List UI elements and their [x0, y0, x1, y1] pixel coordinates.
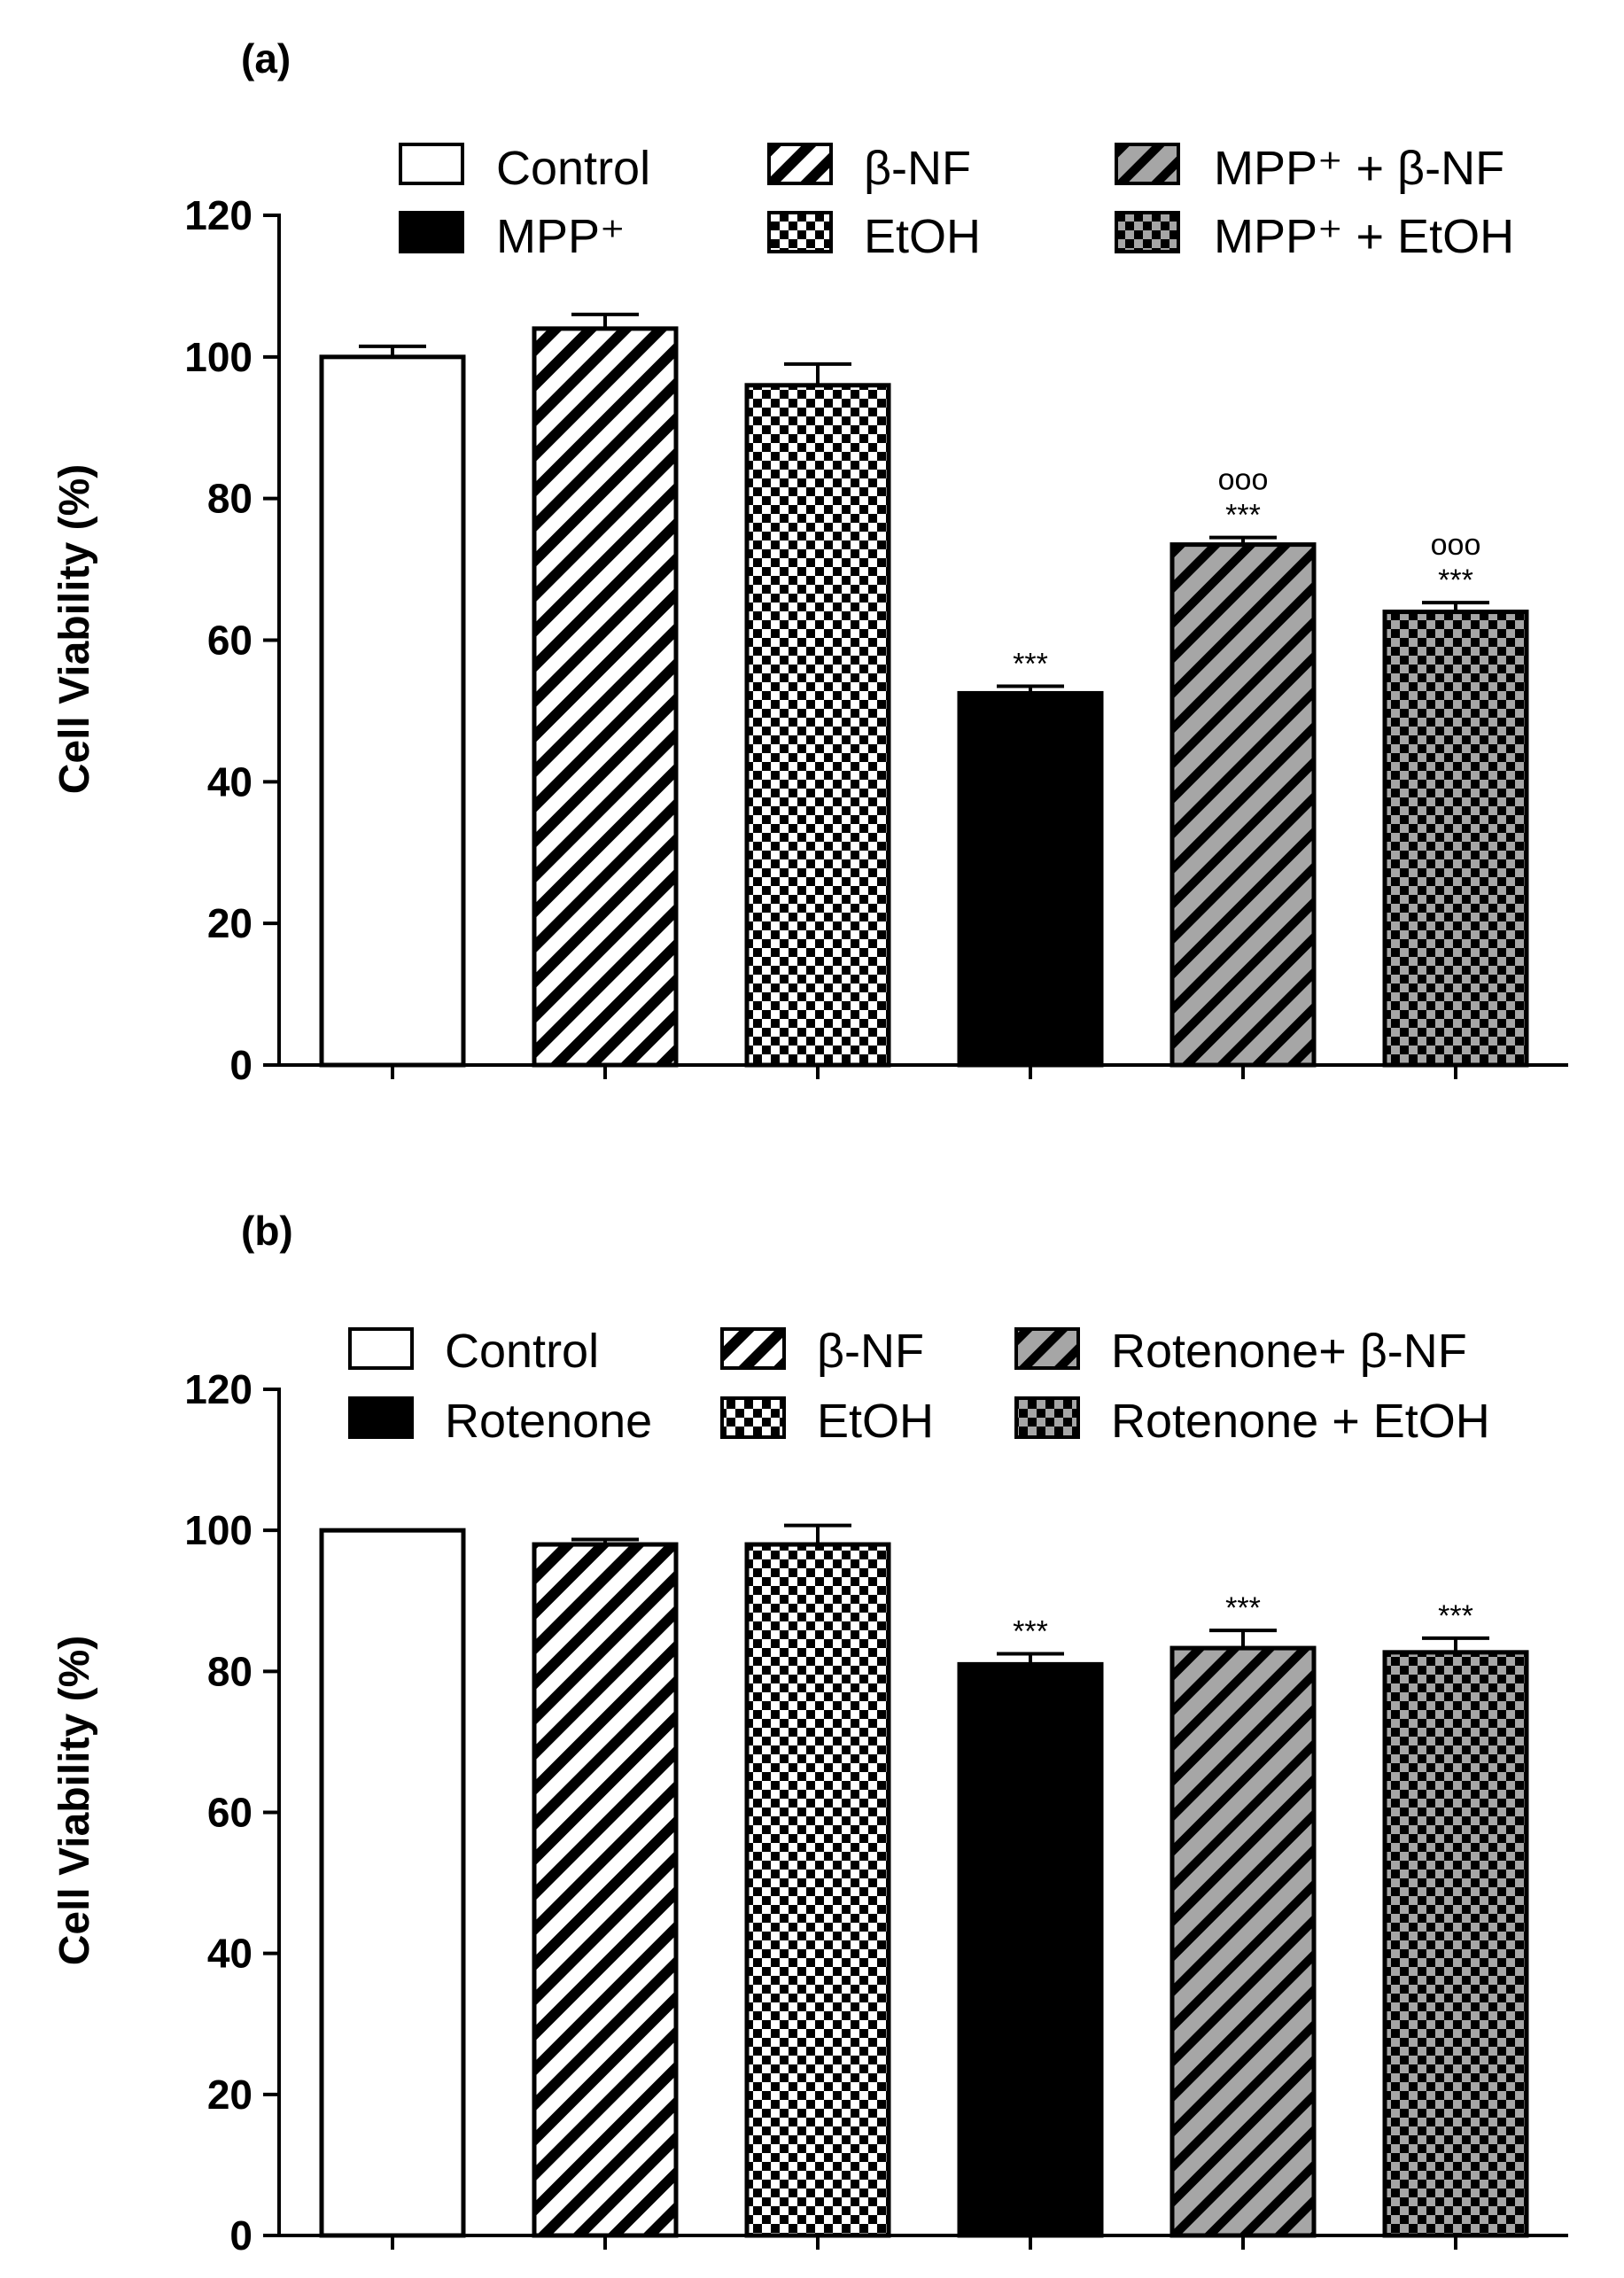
y-tick-label: 0 — [229, 2212, 253, 2259]
panel-label: (b) — [241, 1208, 293, 1254]
legend: Control MPP⁺ β-NF EtOH MPP⁺ + β-NF MPP⁺ … — [399, 142, 1514, 263]
bar — [532, 1542, 679, 2238]
y-tick-label: 60 — [207, 618, 253, 664]
legend-swatch — [767, 143, 833, 185]
significance-label: *** — [1225, 1591, 1261, 1625]
legend-swatch — [399, 211, 464, 253]
y-tick-label: 60 — [207, 1790, 253, 1836]
bar — [744, 1542, 891, 2238]
panel-label: (a) — [241, 35, 291, 82]
legend-swatch — [1014, 1327, 1080, 1370]
y-tick-label: 100 — [184, 1507, 253, 1553]
legend-label: Rotenone — [445, 1395, 652, 1448]
legend-swatch — [720, 1327, 786, 1370]
bar — [1382, 1650, 1529, 2238]
legend-item: β-NF — [720, 1325, 924, 1378]
legend-item: MPP⁺ + β-NF — [1115, 142, 1504, 195]
y-tick-label: 100 — [184, 334, 253, 380]
legend-swatch — [1014, 1396, 1080, 1439]
y-tick-label: 80 — [207, 1648, 253, 1694]
legend-item: EtOH — [767, 210, 981, 263]
legend-item: Rotenone + EtOH — [1014, 1395, 1490, 1448]
significance-label: *** — [1438, 564, 1473, 597]
y-tick-label: 40 — [207, 1931, 253, 1977]
legend-label: MPP⁺ + β-NF — [1214, 142, 1504, 195]
legend-item: MPP⁺ — [399, 210, 626, 263]
legend-item: EtOH — [720, 1395, 934, 1448]
legend-label: Control — [445, 1325, 599, 1378]
significance-label: *** — [1013, 1614, 1048, 1648]
y-axis-label: Cell Viability (%) — [51, 1636, 98, 1966]
legend-item: MPP⁺ + EtOH — [1115, 210, 1514, 263]
bar — [957, 1661, 1104, 2238]
legend-swatch — [720, 1396, 786, 1439]
significance-label: *** — [1438, 1599, 1473, 1633]
legend-item: β-NF — [767, 142, 971, 195]
legend-label: Rotenone+ β-NF — [1111, 1325, 1467, 1378]
y-tick-label: 20 — [207, 2072, 253, 2118]
bar — [532, 326, 679, 1068]
legend-swatch — [348, 1396, 414, 1439]
legend-label: MPP⁺ + EtOH — [1214, 210, 1514, 263]
y-tick-label: 120 — [184, 1366, 253, 1412]
legend-swatch — [767, 211, 833, 253]
legend-item: Control — [348, 1325, 599, 1378]
significance-label: ooo — [1431, 528, 1481, 562]
legend-swatch — [1115, 143, 1180, 185]
legend-item: Control — [399, 142, 650, 195]
bar — [744, 383, 891, 1068]
legend-swatch — [1115, 211, 1180, 253]
legend-label: MPP⁺ — [496, 210, 626, 263]
significance-label: ooo — [1218, 463, 1269, 497]
significance-label: *** — [1013, 647, 1048, 680]
y-tick-label: 80 — [207, 476, 253, 522]
legend-swatch — [348, 1327, 414, 1370]
legend-label: EtOH — [864, 210, 981, 263]
y-tick-label: 20 — [207, 900, 253, 946]
legend-item: Rotenone — [348, 1395, 652, 1448]
legend-label: β-NF — [864, 142, 971, 195]
bar — [1169, 1645, 1317, 2238]
bar — [1169, 542, 1317, 1068]
legend-label: β-NF — [817, 1325, 924, 1378]
plot-area: 0 20 40 60 80 100 120 *** *** *** — [184, 1366, 1568, 2259]
bar — [1382, 610, 1529, 1068]
significance-label: *** — [1225, 499, 1261, 533]
y-tick-label: 120 — [184, 192, 253, 238]
bar — [957, 690, 1104, 1068]
legend-label: Rotenone + EtOH — [1111, 1395, 1490, 1448]
legend-label: EtOH — [817, 1395, 934, 1448]
legend: Control Rotenone β-NF EtOH Rotenone+ β-N… — [348, 1325, 1490, 1448]
bar — [319, 354, 466, 1068]
panel-b: (b) Cell Viability (%) 0 20 40 60 80 100 120 **… — [51, 1208, 1568, 2259]
y-axis-label: Cell Viability (%) — [51, 464, 98, 795]
legend-swatch — [399, 143, 464, 185]
panel-a: (a) Cell Viability (%) 0 20 40 60 80 100 120 **… — [51, 35, 1568, 1088]
bar — [319, 1528, 466, 2238]
legend-label: Control — [496, 142, 650, 195]
y-tick-label: 40 — [207, 758, 253, 805]
legend-item: Rotenone+ β-NF — [1014, 1325, 1467, 1378]
y-tick-label: 0 — [229, 1042, 253, 1088]
